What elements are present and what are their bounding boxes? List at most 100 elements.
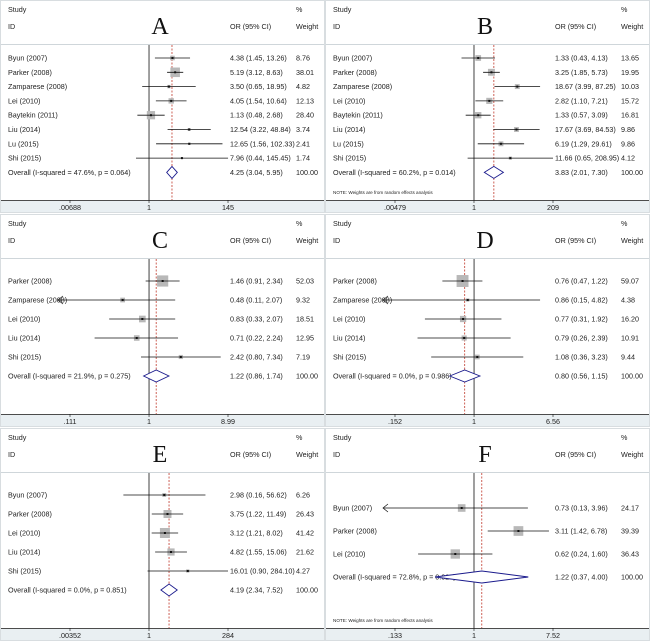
study-or-ci: 0.73 (0.13, 3.96): [555, 504, 608, 513]
forest-plot-svg: Study ID% OR (95% CI) Weight E .00352 1 284 Byun…: [0, 428, 325, 641]
study-or-ci: 12.54 (3.22, 48.84): [230, 125, 291, 134]
study-point: [461, 280, 464, 282]
study-point: [499, 142, 502, 145]
x-tick-label: 8.99: [221, 417, 235, 426]
header-percent: %: [296, 433, 303, 442]
study-or-ci: 4.38 (1.45, 13.26): [230, 54, 287, 63]
study-weight: 9.86: [621, 125, 635, 134]
weights-note: NOTE: Weights are from random effects an…: [333, 190, 433, 195]
study-weight: 8.76: [296, 54, 310, 63]
overall-weight: 100.00: [621, 573, 643, 582]
forest-panel-c: Study ID% OR (95% CI) Weight C .111 1 8.99 Parke…: [0, 214, 325, 427]
overall-label: Overall (I-squared = 47.6%, p = 0.064): [8, 168, 131, 177]
study-point: [188, 128, 191, 131]
study-point: [490, 71, 493, 74]
forest-plot-svg: Study ID% OR (95% CI) Weight F .133 1 7.52 Byun …: [325, 428, 650, 641]
study-point: [509, 157, 512, 160]
x-tick-label: 1: [147, 631, 151, 640]
study-label: Lei (2010): [333, 315, 365, 324]
study-point: [167, 85, 170, 88]
overall-diamond: [160, 583, 178, 597]
study-label: Shi (2015): [333, 353, 366, 362]
study-or-ci: 2.98 (0.16, 56.62): [230, 491, 287, 500]
panel-letter: F: [478, 442, 491, 468]
overall-weight: 100.00: [296, 586, 318, 595]
study-label: Parker (2008): [8, 510, 52, 519]
study-point: [477, 114, 480, 117]
overall-or-ci: 1.22 (0.37, 4.00): [555, 573, 608, 582]
header-weight: Weight: [296, 236, 318, 245]
study-point: [460, 507, 463, 509]
study-weight: 38.01: [296, 68, 314, 77]
overall-or-ci: 4.25 (3.04, 5.95): [230, 168, 283, 177]
axis-band: [1, 201, 324, 212]
x-tick-label: 1: [147, 203, 151, 212]
header-weight: Weight: [296, 22, 318, 31]
study-label: Shi (2015): [333, 154, 366, 163]
study-point: [466, 299, 469, 301]
study-weight: 13.65: [621, 54, 639, 63]
study-weight: 4.82: [296, 82, 310, 91]
header-or-ci: OR (95% CI): [230, 450, 271, 459]
study-label: Baytekin (2011): [333, 111, 383, 120]
study-weight: 4.27: [296, 567, 310, 576]
study-point: [121, 299, 124, 301]
x-tick-label: .00479: [384, 203, 406, 212]
header-id: ID: [8, 450, 15, 459]
study-label: Liu (2014): [8, 548, 40, 557]
study-weight: 10.03: [621, 82, 639, 91]
study-label: Zamparese (2008): [333, 296, 392, 305]
panel-letter: B: [477, 14, 493, 40]
study-label: Byun (2007): [8, 491, 47, 500]
overall-label: Overall (I-squared = 0.0%, p = 0.986): [333, 372, 452, 381]
x-tick-label: 145: [222, 203, 234, 212]
overall-or-ci: 1.22 (0.86, 1.74): [230, 372, 283, 381]
header-or-ci: OR (95% CI): [555, 22, 596, 31]
study-point: [188, 142, 191, 145]
x-tick-label: 1: [472, 417, 476, 426]
weights-note: NOTE: Weights are from random effects an…: [333, 618, 433, 623]
overall-label: Overall (I-squared = 60.2%, p = 0.014): [333, 168, 456, 177]
study-weight: 16.81: [621, 111, 639, 120]
study-point: [186, 570, 189, 572]
study-weight: 24.17: [621, 504, 639, 513]
overall-diamond: [435, 570, 529, 584]
study-label: Parker (2008): [8, 277, 52, 286]
x-tick-label: 1: [472, 203, 476, 212]
study-or-ci: 1.13 (0.48, 2.68): [230, 111, 283, 120]
axis-band: [1, 629, 324, 640]
study-or-ci: 0.86 (0.15, 4.82): [555, 296, 608, 305]
study-point: [163, 532, 166, 534]
forest-panel-e: Study ID% OR (95% CI) Weight E .00352 1 284 Byun…: [0, 428, 325, 641]
header-study: Study: [333, 219, 352, 228]
x-tick-label: .00688: [59, 203, 81, 212]
header-weight: Weight: [296, 450, 318, 459]
x-tick-label: 6.56: [546, 417, 560, 426]
study-label: Zamparese (2008): [8, 296, 67, 305]
study-point: [476, 356, 479, 358]
study-or-ci: 0.48 (0.11, 2.07): [230, 296, 282, 305]
study-label: Byun (2007): [333, 504, 372, 513]
x-tick-label: 209: [547, 203, 559, 212]
study-label: Parker (2008): [333, 527, 377, 536]
panel-letter: C: [152, 228, 168, 254]
study-point: [463, 337, 466, 339]
study-or-ci: 0.83 (0.33, 2.07): [230, 315, 283, 324]
forest-panel-d: Study ID% OR (95% CI) Weight D .152 1 6.56 Parke…: [325, 214, 650, 427]
panel-frame: [325, 214, 650, 427]
overall-weight: 100.00: [296, 372, 318, 381]
header-percent: %: [296, 5, 303, 14]
overall-diamond: [142, 369, 171, 383]
study-label: Liu (2014): [8, 125, 40, 134]
study-label: Parker (2008): [8, 68, 52, 77]
study-or-ci: 3.12 (1.21, 8.02): [230, 529, 283, 538]
study-label: Liu (2014): [8, 334, 40, 343]
x-tick-label: 1: [147, 417, 151, 426]
header-study: Study: [8, 5, 27, 14]
header-id: ID: [333, 236, 340, 245]
overall-weight: 100.00: [296, 168, 318, 177]
study-or-ci: 0.62 (0.24, 1.60): [555, 550, 608, 559]
study-point: [171, 57, 174, 59]
forest-panel-a: Study ID% OR (95% CI) Weight A .00688 1 145 Byun…: [0, 0, 325, 213]
header-percent: %: [621, 433, 628, 442]
